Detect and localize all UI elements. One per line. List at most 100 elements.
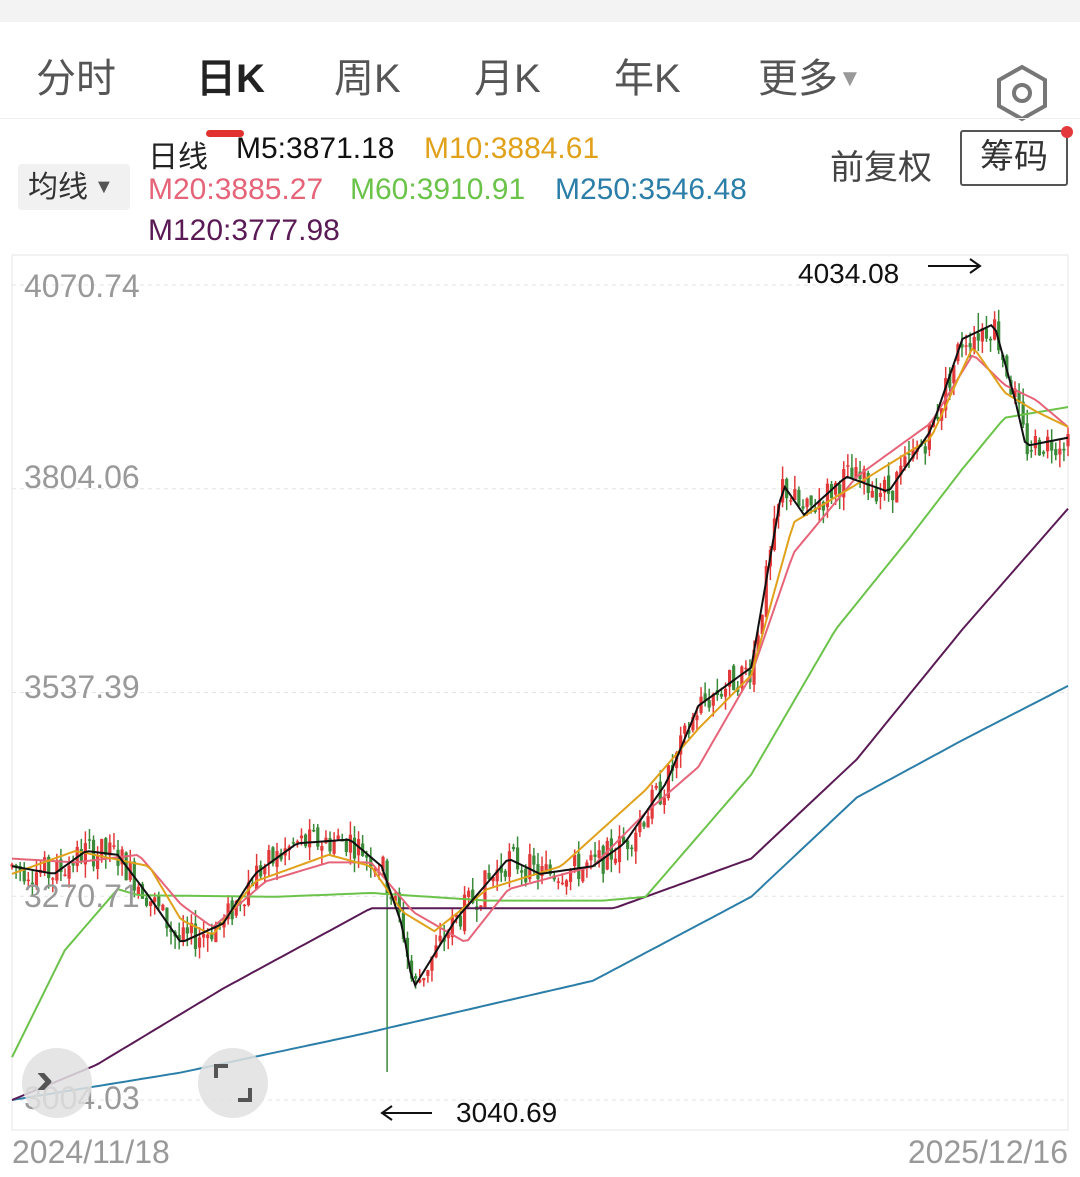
candle-body — [793, 489, 797, 501]
candle-body — [935, 416, 940, 419]
candle-body — [585, 862, 589, 867]
candle-body — [55, 860, 59, 881]
y-axis-label: 3804.06 — [24, 459, 140, 495]
high-arrow-head — [969, 258, 982, 274]
candle-body — [756, 635, 760, 653]
candle-body — [789, 500, 793, 502]
candle-body — [887, 475, 891, 494]
candle-body — [589, 855, 593, 861]
candle-body — [30, 882, 34, 885]
candle-body — [581, 868, 585, 882]
candle-body — [976, 333, 980, 341]
fullscreen-button[interactable] — [198, 1048, 268, 1118]
y-axis-label: 4070.74 — [24, 268, 140, 304]
candle-body — [944, 378, 948, 411]
candle-body — [1017, 391, 1021, 404]
scroll-to-latest-button[interactable]: ›› — [22, 1048, 92, 1118]
candle-body — [414, 976, 418, 979]
candle-body — [438, 935, 442, 942]
candle-body — [96, 855, 100, 870]
candle-body — [568, 869, 573, 882]
candle-body — [907, 453, 911, 456]
candle-body — [1054, 449, 1058, 456]
y-axis-label: 3270.71 — [24, 878, 140, 914]
candle-body — [511, 846, 516, 850]
ma-line-m60 — [11, 406, 1069, 1058]
candle-body — [621, 836, 626, 843]
candle-body — [723, 688, 728, 697]
indicator-selector[interactable]: 均线 ▼ — [18, 164, 130, 210]
candle-body — [634, 832, 638, 852]
candle-body — [854, 467, 858, 479]
candle-body — [67, 865, 71, 879]
candle-body — [1025, 423, 1029, 455]
chip-distribution-button[interactable]: 筹码 — [960, 130, 1068, 186]
candle-body — [711, 693, 715, 706]
candle-body — [71, 861, 75, 866]
candle-body — [662, 797, 666, 805]
candle-body — [923, 446, 927, 454]
tab-yearly-k[interactable]: 年K — [614, 57, 681, 101]
candle-body — [727, 670, 732, 687]
candle-body — [870, 490, 874, 498]
candle-body — [405, 937, 410, 958]
candle-body — [308, 829, 312, 848]
candle-body — [515, 847, 520, 870]
kline-chart[interactable] — [0, 250, 1080, 1135]
candle-body — [503, 870, 507, 877]
candle-body — [528, 854, 532, 880]
candle-body — [153, 897, 157, 902]
candle-body — [948, 373, 952, 388]
candle-body — [874, 487, 878, 502]
candle-body — [14, 864, 18, 867]
high-annotation: 4034.08 — [798, 258, 900, 289]
candle-body — [234, 900, 238, 916]
ma20-legend: M20:3885.27 — [148, 173, 324, 206]
candle-body — [112, 845, 116, 847]
candle-body — [597, 850, 601, 858]
candle-body — [336, 835, 340, 840]
period-tab-bar: 分时 日K 周K 月K 年K 更多▼ — [0, 22, 1080, 137]
divider — [0, 118, 1080, 119]
tab-more[interactable]: 更多▼ — [758, 46, 862, 104]
candle-body — [483, 870, 487, 908]
candle-body — [206, 934, 210, 939]
candle-body — [1041, 451, 1046, 454]
ma250-legend: M250:3546.48 — [555, 173, 747, 206]
candle-body — [980, 328, 984, 342]
candle-body — [467, 890, 471, 897]
candle-body — [169, 928, 173, 932]
candle-body — [226, 903, 230, 920]
candle-body — [409, 960, 414, 979]
line-type-label: 日线 — [148, 141, 208, 174]
candle-body — [707, 700, 711, 708]
expand-icon — [214, 1064, 252, 1102]
candle-body — [271, 847, 275, 864]
candle-body — [487, 872, 491, 879]
candle-body — [760, 614, 764, 635]
tab-monthly-k[interactable]: 月K — [474, 57, 541, 101]
y-axis-label: 3537.39 — [24, 669, 140, 705]
candle-body — [642, 822, 646, 827]
tab-weekly-k[interactable]: 周K — [334, 57, 401, 101]
tab-more-label: 更多 — [758, 57, 838, 101]
candle-body — [1037, 439, 1042, 456]
candle-body — [891, 490, 895, 501]
ma120-legend: M120:3777.98 — [148, 214, 340, 247]
candle-body — [348, 834, 353, 853]
candle-body — [295, 841, 300, 843]
settings-hexagon-icon[interactable] — [995, 64, 1049, 122]
candle-body — [805, 498, 809, 508]
candle-body — [952, 364, 956, 384]
candle-body — [560, 882, 565, 885]
candle-body — [797, 489, 801, 507]
tab-daily-k[interactable]: 日K — [196, 57, 265, 101]
candle-body — [43, 857, 47, 873]
candle-body — [87, 839, 92, 841]
tab-intraday[interactable]: 分时 — [36, 57, 116, 101]
candle-body — [197, 937, 202, 948]
candle-body — [520, 870, 524, 873]
candle-body — [1033, 436, 1037, 449]
candle-body — [638, 820, 642, 833]
price-adjust-toggle[interactable]: 前复权 — [830, 149, 932, 187]
